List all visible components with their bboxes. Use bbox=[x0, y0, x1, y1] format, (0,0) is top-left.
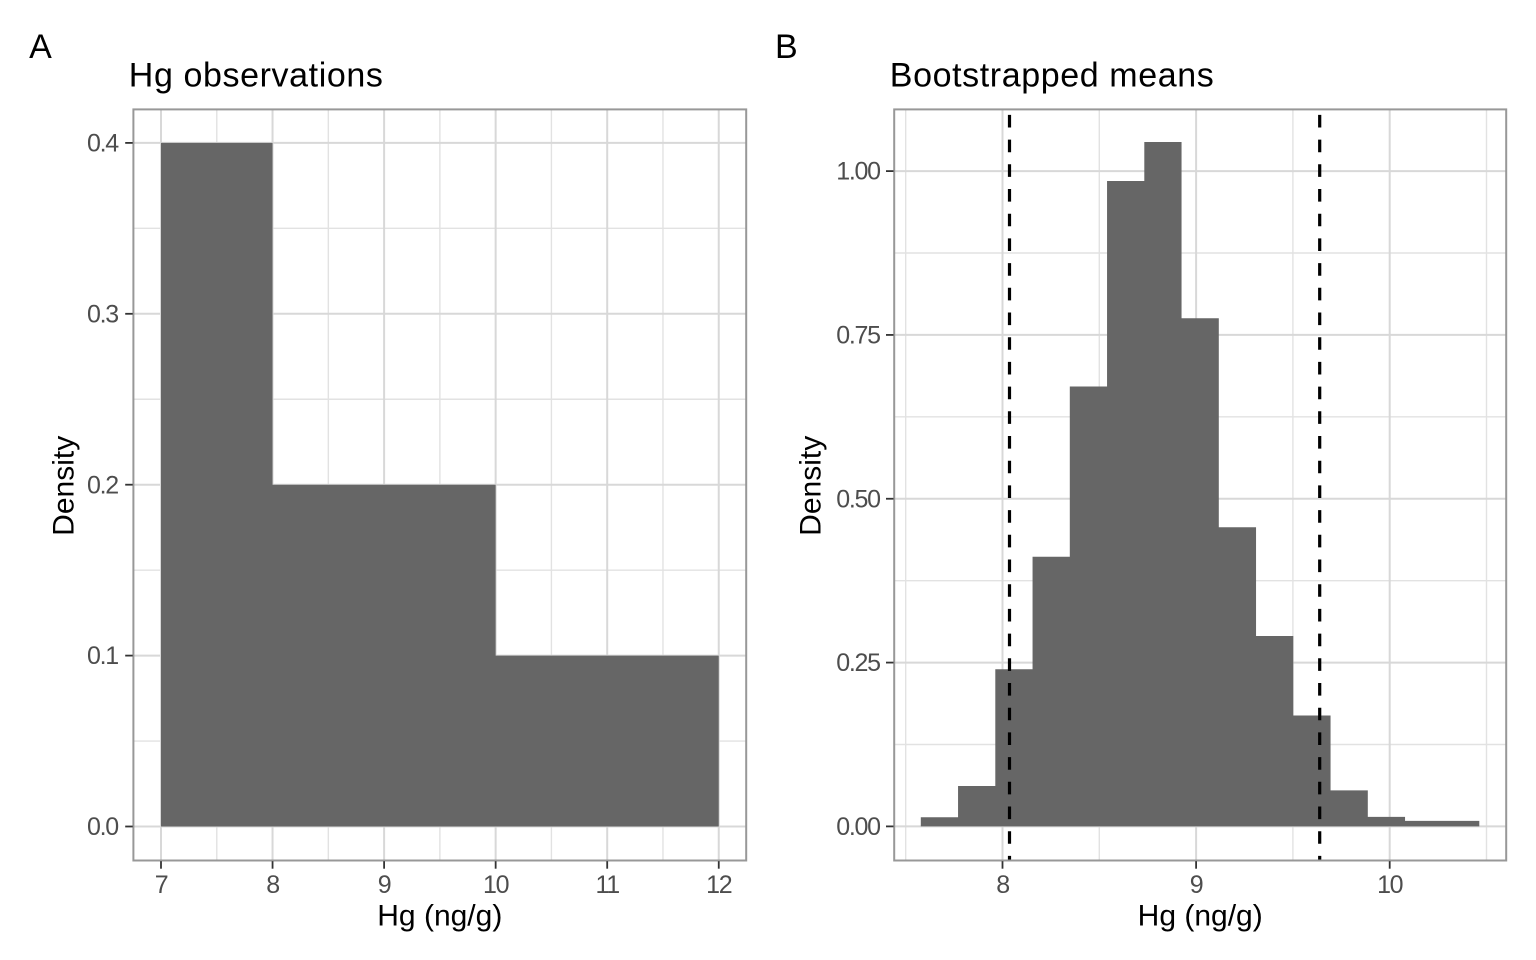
svg-text:7: 7 bbox=[155, 871, 168, 899]
svg-text:B: B bbox=[775, 28, 798, 66]
svg-text:9: 9 bbox=[1190, 871, 1203, 899]
svg-text:9: 9 bbox=[378, 871, 391, 899]
svg-text:0.00: 0.00 bbox=[836, 813, 880, 841]
svg-text:8: 8 bbox=[996, 871, 1009, 899]
svg-text:0.3: 0.3 bbox=[87, 300, 118, 328]
svg-text:Bootstrapped means: Bootstrapped means bbox=[890, 57, 1215, 95]
svg-text:A: A bbox=[29, 28, 52, 66]
svg-text:0.1: 0.1 bbox=[87, 642, 118, 670]
svg-text:10: 10 bbox=[483, 871, 509, 899]
svg-text:0.0: 0.0 bbox=[87, 813, 118, 841]
svg-text:12: 12 bbox=[706, 871, 732, 899]
svg-text:Hg (ng/g): Hg (ng/g) bbox=[1138, 899, 1263, 932]
svg-text:Hg observations: Hg observations bbox=[129, 57, 384, 95]
svg-text:0.75: 0.75 bbox=[836, 322, 880, 350]
svg-text:1.00: 1.00 bbox=[836, 158, 880, 186]
svg-text:Density: Density bbox=[48, 436, 81, 536]
svg-text:Density: Density bbox=[794, 436, 827, 536]
svg-text:Hg (ng/g): Hg (ng/g) bbox=[377, 899, 502, 932]
svg-text:0.25: 0.25 bbox=[836, 649, 880, 677]
svg-text:10: 10 bbox=[1377, 871, 1403, 899]
svg-text:11: 11 bbox=[596, 871, 620, 899]
svg-text:0.50: 0.50 bbox=[836, 485, 880, 513]
svg-text:0.4: 0.4 bbox=[87, 130, 119, 158]
svg-text:8: 8 bbox=[266, 871, 279, 899]
svg-text:0.2: 0.2 bbox=[87, 471, 118, 499]
